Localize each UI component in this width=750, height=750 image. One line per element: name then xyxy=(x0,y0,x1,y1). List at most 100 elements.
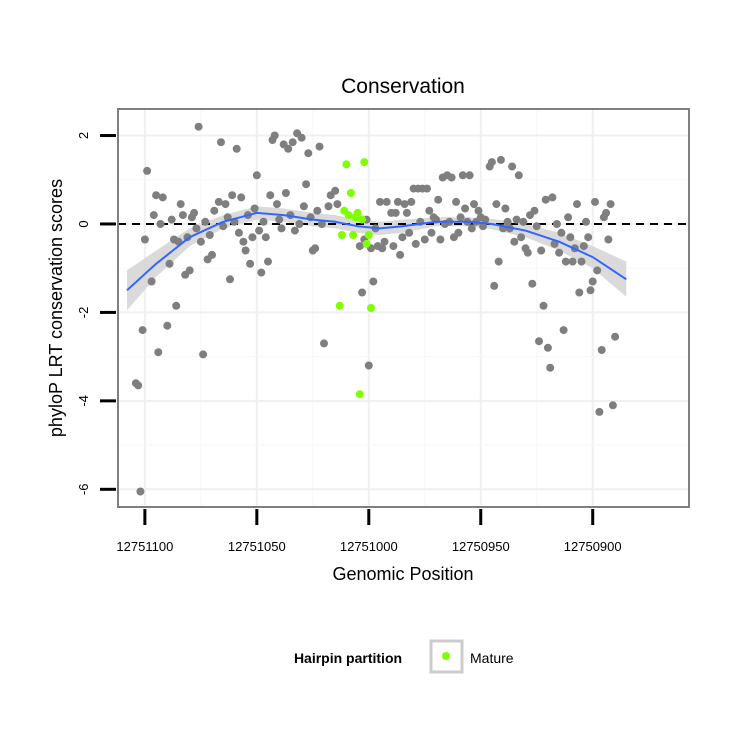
point-other xyxy=(311,244,320,253)
point-other xyxy=(391,208,400,217)
point-other xyxy=(508,162,517,171)
point-other xyxy=(158,193,167,202)
point-other xyxy=(411,239,420,248)
point-other xyxy=(208,250,216,259)
point-other xyxy=(602,208,611,217)
point-other xyxy=(458,171,467,180)
point-other xyxy=(382,197,391,206)
point-other xyxy=(396,250,405,259)
point-other xyxy=(199,350,208,359)
point-other xyxy=(299,202,308,211)
point-other xyxy=(425,206,434,215)
y-tick-label: -6 xyxy=(76,484,91,496)
point-other xyxy=(546,363,555,372)
point-other xyxy=(389,242,398,251)
point-other xyxy=(183,233,192,242)
point-other xyxy=(246,259,255,268)
point-other xyxy=(266,191,275,200)
point-other xyxy=(593,266,602,275)
point-other xyxy=(528,279,537,288)
point-other xyxy=(559,326,568,335)
point-other xyxy=(575,288,584,297)
x-axis-title: Genomic Position xyxy=(332,564,473,584)
point-other xyxy=(470,200,478,209)
legend-title: Hairpin partition xyxy=(294,650,402,666)
point-other xyxy=(487,158,496,167)
point-other xyxy=(228,191,237,200)
point-other xyxy=(510,237,519,246)
point-other xyxy=(264,257,272,266)
point-other xyxy=(369,277,378,286)
smooth-line xyxy=(126,211,627,292)
point-other xyxy=(304,149,313,158)
point-other xyxy=(192,224,201,233)
point-other xyxy=(281,189,290,197)
point-other xyxy=(517,233,526,242)
y-tick-label: 0 xyxy=(76,220,91,227)
x-tick-label: 12750900 xyxy=(564,539,622,554)
point-other xyxy=(447,173,456,182)
point-other xyxy=(331,186,340,195)
point-mature xyxy=(342,160,351,169)
point-other xyxy=(564,213,573,222)
point-other xyxy=(320,339,328,348)
point-other xyxy=(423,184,431,193)
point-other xyxy=(221,200,230,209)
point-other xyxy=(579,242,588,251)
point-other xyxy=(205,231,214,239)
point-other xyxy=(474,206,483,215)
point-other xyxy=(149,211,158,220)
point-mature xyxy=(355,390,364,399)
point-other xyxy=(302,180,311,189)
point-other xyxy=(557,228,566,237)
y-axis: -6 -4 -2 0 2 xyxy=(76,132,116,495)
point-other xyxy=(226,275,234,284)
point-other xyxy=(143,166,152,175)
point-mature xyxy=(358,215,367,224)
point-other xyxy=(582,217,590,226)
point-other xyxy=(261,233,270,242)
point-other xyxy=(543,343,552,352)
point-other xyxy=(400,200,409,209)
point-mature xyxy=(362,239,371,248)
plot-background xyxy=(118,109,689,507)
point-other xyxy=(176,200,185,209)
point-other xyxy=(535,337,543,346)
point-other xyxy=(604,235,613,244)
point-other xyxy=(138,326,147,335)
point-other xyxy=(147,277,156,286)
point-other xyxy=(239,237,248,246)
plot-panel xyxy=(117,108,690,508)
point-other xyxy=(167,215,176,224)
point-other xyxy=(277,224,286,233)
smooth-curve xyxy=(126,211,627,292)
point-other xyxy=(584,233,593,242)
point-other xyxy=(355,242,364,251)
point-other xyxy=(461,204,470,213)
point-other xyxy=(597,346,606,354)
point-other xyxy=(595,407,604,416)
point-other xyxy=(378,244,387,253)
point-other xyxy=(586,286,595,295)
point-other xyxy=(273,200,281,209)
point-other xyxy=(456,213,465,222)
point-other xyxy=(257,268,266,277)
point-other xyxy=(532,222,541,231)
point-other xyxy=(214,197,223,206)
x-tick-label: 12751100 xyxy=(116,539,173,554)
x-tick-label: 12750950 xyxy=(452,539,510,554)
point-other xyxy=(324,202,333,211)
point-other xyxy=(577,257,586,266)
point-other xyxy=(290,226,299,235)
point-other xyxy=(295,220,304,228)
point-mature xyxy=(353,208,362,217)
point-other xyxy=(234,228,243,237)
point-mature xyxy=(360,158,369,167)
point-other xyxy=(420,235,429,244)
point-other xyxy=(436,235,445,244)
point-other xyxy=(152,191,161,200)
y-tick-label: -2 xyxy=(76,307,91,319)
point-other xyxy=(201,217,210,226)
point-other xyxy=(465,171,474,180)
point-other xyxy=(219,222,228,231)
